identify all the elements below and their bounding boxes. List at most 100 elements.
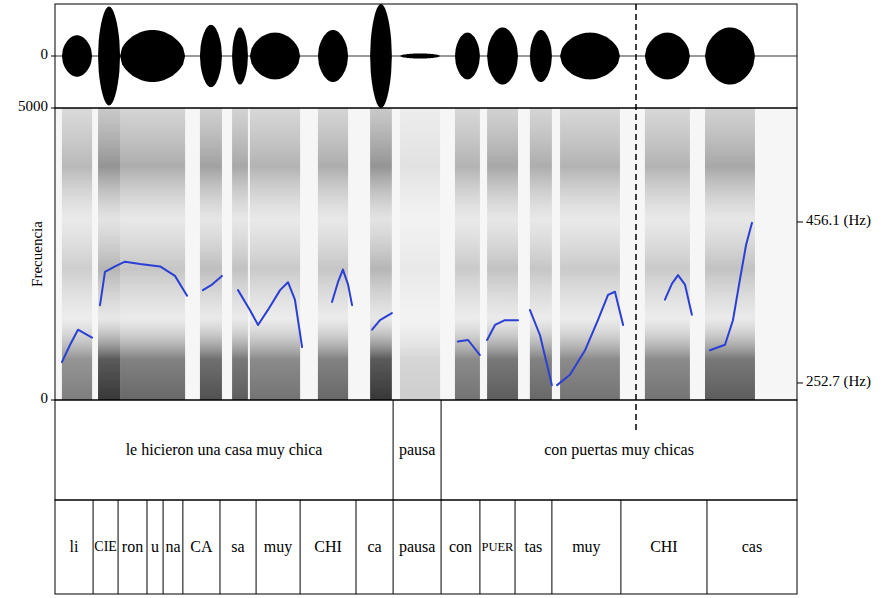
pitch-contour xyxy=(530,310,552,385)
interval-label: ca xyxy=(367,538,381,555)
tick xyxy=(51,108,55,109)
interval-label: muy xyxy=(572,538,600,556)
figure: 0 0 5000 Frecuencia 252.7 (Hz) 456.1 (Hz) le h… xyxy=(0,0,893,598)
interval-boundary xyxy=(256,500,257,594)
waveform-burst xyxy=(98,7,120,106)
pitch-contour xyxy=(62,330,92,362)
spectral-energy xyxy=(318,108,348,400)
waveform-burst xyxy=(645,33,690,80)
tier-frame xyxy=(55,400,797,500)
interval-label: pausa xyxy=(399,441,435,459)
tick xyxy=(51,400,55,401)
pitch-contour xyxy=(372,313,392,330)
spectral-energy xyxy=(487,108,518,400)
waveform-burst xyxy=(62,35,92,77)
waveform-burst xyxy=(487,27,518,84)
pitch-contour xyxy=(557,292,623,385)
spectral-energy xyxy=(455,108,480,400)
tick-label: 252.7 (Hz) xyxy=(806,373,871,390)
interval-boundary xyxy=(515,500,516,594)
interval-label: ron xyxy=(122,538,143,555)
interval-boundary xyxy=(393,400,394,500)
interval-label: le hicieron una casa muy chica xyxy=(126,441,323,459)
interval-boundary xyxy=(182,500,183,594)
interval-label: con xyxy=(449,538,472,555)
interval-label: CHI xyxy=(314,538,342,555)
waveform-burst xyxy=(455,33,480,80)
waveform-burst xyxy=(705,27,755,84)
pitch-contour xyxy=(100,262,187,306)
interval-label: PUER xyxy=(482,540,515,554)
interval-label: u xyxy=(151,538,159,555)
axis-title: Frecuencia xyxy=(29,221,45,287)
pitch-contour xyxy=(458,340,480,355)
interval-boundary xyxy=(441,400,442,500)
interval-label: li xyxy=(70,538,79,555)
tick-label: 5000 xyxy=(18,98,48,114)
waveform-burst xyxy=(250,33,300,80)
spectral-energy xyxy=(400,108,440,400)
tick xyxy=(797,221,803,222)
spectral-energy xyxy=(200,108,222,400)
pitch-contour xyxy=(332,270,352,306)
waveform-burst xyxy=(400,53,440,58)
interval-label: pausa xyxy=(399,538,435,556)
waveform-burst xyxy=(530,30,552,82)
interval-label: CIE xyxy=(94,539,117,554)
waveform xyxy=(55,4,797,108)
spectral-energy xyxy=(232,108,248,400)
spectral-energy xyxy=(530,108,552,400)
interval-boundary xyxy=(441,500,442,594)
waveform-burst xyxy=(120,30,185,82)
interval-label: tas xyxy=(525,538,543,555)
interval-label: sa xyxy=(231,538,244,555)
tick xyxy=(797,382,803,383)
pitch-contour xyxy=(487,320,518,340)
pitch-contour xyxy=(665,275,692,315)
spectrogram-frame xyxy=(55,108,797,400)
waveform-burst xyxy=(318,30,348,82)
background xyxy=(0,0,893,598)
interval-label: CHI xyxy=(650,538,678,555)
tier-frame xyxy=(55,500,797,594)
interval-boundary xyxy=(356,500,357,594)
interval-boundary xyxy=(219,500,220,594)
interval-boundary xyxy=(118,500,119,594)
waveform-burst xyxy=(232,27,248,84)
spectral-energy xyxy=(120,108,185,400)
interval-boundary xyxy=(479,500,480,594)
waveform-burst xyxy=(200,25,222,87)
spectral-energy xyxy=(250,108,300,400)
tick-label: 0 xyxy=(41,390,49,406)
waveform-frame xyxy=(55,4,797,108)
interval-boundary xyxy=(147,500,148,594)
pitch xyxy=(62,223,752,385)
spectral-energy xyxy=(705,108,755,400)
pitch-contour xyxy=(238,282,302,347)
interval-boundary xyxy=(300,500,301,594)
interval-boundary xyxy=(393,500,394,594)
interval-label: cas xyxy=(742,538,762,555)
interval-boundary xyxy=(706,500,707,594)
reference-line xyxy=(635,4,637,430)
spectral-energy xyxy=(62,108,92,400)
tick-label: 0 xyxy=(41,46,49,62)
interval-label: na xyxy=(165,538,180,555)
pitch-contour xyxy=(203,276,222,290)
waveform-burst xyxy=(370,4,392,108)
interval-label: muy xyxy=(264,538,292,556)
spectral-energy xyxy=(560,108,620,400)
interval-boundary xyxy=(620,500,621,594)
interval-boundary xyxy=(551,500,552,594)
spectral-energy xyxy=(645,108,690,400)
tick-label: 456.1 (Hz) xyxy=(806,212,871,229)
interval-label: CA xyxy=(190,538,213,555)
interval-boundary xyxy=(163,500,164,594)
interval-label: con puertas muy chicas xyxy=(544,441,694,459)
spectral-energy xyxy=(370,108,392,400)
waveform-burst xyxy=(560,33,620,80)
pitch-contour xyxy=(710,223,752,350)
spectrogram-ground xyxy=(55,108,797,400)
spectral-energy xyxy=(98,108,120,400)
spectrogram xyxy=(62,108,755,400)
